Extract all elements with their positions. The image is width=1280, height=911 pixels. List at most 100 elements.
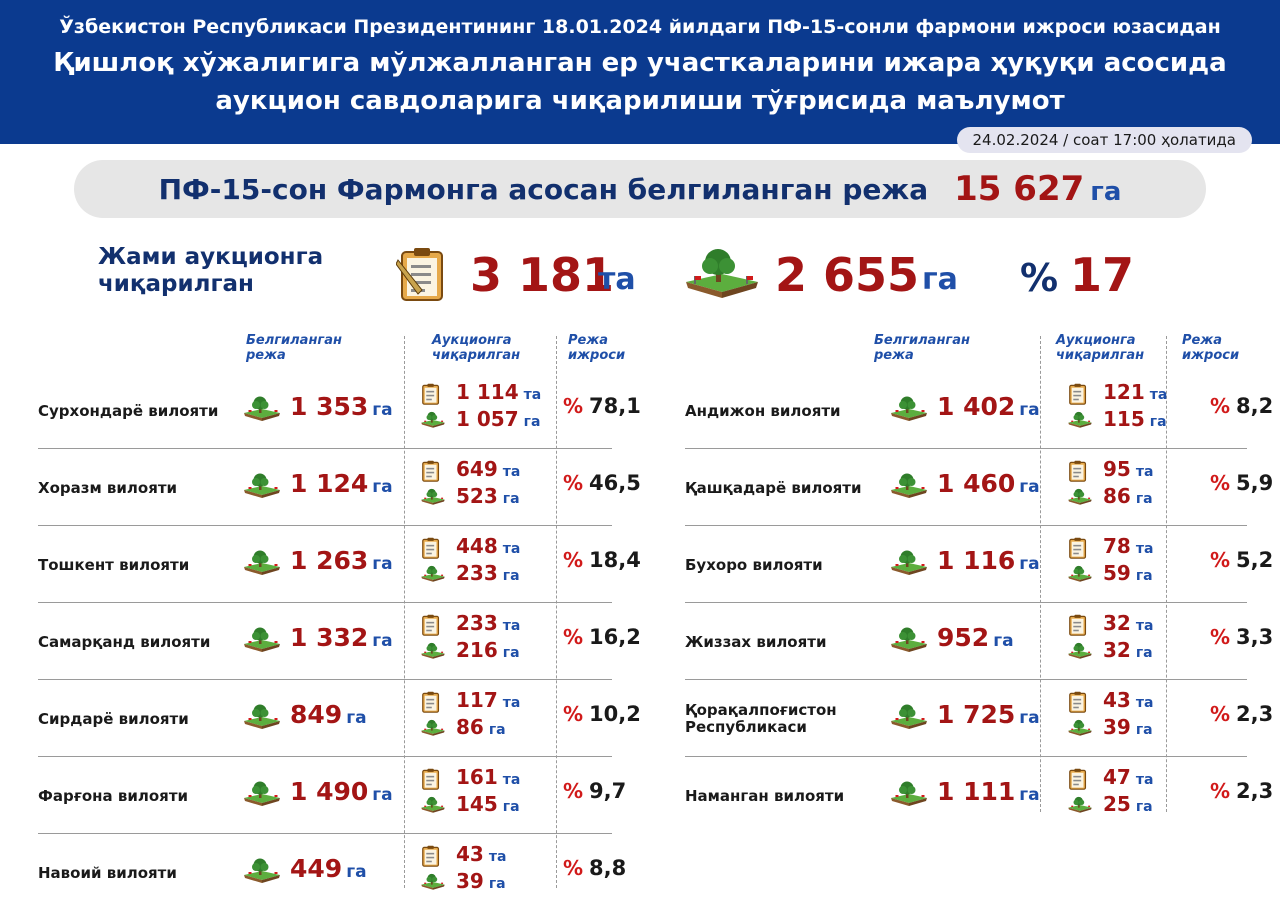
- progress-value: 78,1: [589, 394, 641, 418]
- clipboard-icon: [422, 537, 440, 559]
- region-progress: % 8,8: [563, 856, 626, 880]
- percent-icon: %: [563, 394, 584, 418]
- progress-value: 5,9: [1236, 471, 1274, 495]
- area-value: 233: [456, 561, 498, 585]
- progress-value: 2,3: [1236, 702, 1274, 726]
- row-divider: [685, 525, 1247, 526]
- land-plot-icon: [244, 781, 280, 806]
- progress-value: 16,2: [589, 625, 641, 649]
- clipboard-icon: [1069, 383, 1087, 405]
- land-plot-icon: [244, 396, 280, 421]
- plan-unit: га: [1019, 708, 1040, 728]
- row-divider: [685, 679, 1247, 680]
- region-auction: 43 та 39 га: [420, 842, 560, 896]
- region-progress: % 5,9: [1210, 471, 1273, 495]
- row-divider: [38, 833, 612, 834]
- plan-value: 1 490: [290, 777, 369, 806]
- region-plan: 1 124 га: [290, 469, 393, 498]
- totals-label: Жами аукционга чиқарилган: [98, 244, 324, 297]
- land-plot-icon: [244, 627, 280, 652]
- land-plot-icon: [244, 858, 280, 883]
- progress-value: 10,2: [589, 702, 641, 726]
- lots-value: 117: [456, 688, 498, 712]
- land-plot-icon: [421, 565, 445, 582]
- area-value: 523: [456, 484, 498, 508]
- lots-value: 32: [1103, 611, 1131, 635]
- plan-value: 1 725: [937, 700, 1016, 729]
- region-progress: % 2,3: [1210, 779, 1273, 803]
- row-divider: [38, 525, 612, 526]
- progress-value: 8,8: [589, 856, 627, 880]
- progress-value: 9,7: [589, 779, 627, 803]
- plan-unit: га: [372, 785, 393, 805]
- region-progress: % 2,3: [1210, 702, 1273, 726]
- region-plan: 1 332 га: [290, 623, 393, 652]
- plan-unit: га: [1019, 477, 1040, 497]
- total-area-unit: га: [922, 262, 958, 297]
- row-divider: [38, 679, 612, 680]
- region-auction: 32 та 32 га: [1067, 611, 1207, 665]
- area-value: 59: [1103, 561, 1131, 585]
- land-plot-icon: [891, 781, 927, 806]
- plan-value: 1 460: [937, 469, 1016, 498]
- region-row: Қашқадарё вилояти 1 460 га 95 та 86 га% 5,9: [685, 449, 1280, 527]
- column-divider: [1040, 336, 1041, 812]
- area-value: 39: [1103, 715, 1131, 739]
- region-name: Жиззах вилояти: [685, 632, 827, 651]
- percent-icon: %: [1210, 394, 1231, 418]
- plan-unit: га: [993, 631, 1014, 651]
- area-unit: га: [523, 414, 541, 430]
- percent-icon: %: [563, 625, 584, 649]
- region-progress: % 46,5: [563, 471, 641, 495]
- plan-value: 1 263: [290, 546, 369, 575]
- percent-icon: %: [1210, 702, 1231, 726]
- region-name: Қорақалпоғистон Республикаси: [685, 701, 837, 736]
- plan-unit: га: [1019, 400, 1040, 420]
- region-auction: 47 та 25 га: [1067, 765, 1207, 819]
- plan-value: 1 353: [290, 392, 369, 421]
- region-row: Самарқанд вилояти 1 332 га 233 та 216 га% 16,2: [38, 603, 658, 681]
- land-plot-icon: [1068, 488, 1092, 505]
- region-name: Тошкент вилояти: [38, 555, 190, 574]
- plan-unit: га: [346, 708, 367, 728]
- region-plan: 952 га: [937, 623, 1014, 652]
- col-header-auction-left: Аукционга чиқарилган: [432, 333, 521, 363]
- land-plot-icon: [686, 249, 758, 298]
- plan-unit: га: [346, 862, 367, 882]
- area-value: 115: [1103, 407, 1145, 431]
- percent-icon: %: [1210, 471, 1231, 495]
- region-plan: 449 га: [290, 854, 367, 883]
- percent-icon: %: [1210, 548, 1231, 572]
- header-line-3: аукцион савдоларига чиқарилиши тўғрисида…: [215, 86, 1065, 116]
- land-plot-icon: [421, 873, 445, 890]
- land-plot-icon: [244, 473, 280, 498]
- region-name: Андижон вилояти: [685, 401, 841, 420]
- region-auction: 117 та 86 га: [420, 688, 560, 742]
- land-plot-icon: [244, 704, 280, 729]
- lots-value: 649: [456, 457, 498, 481]
- progress-value: 46,5: [589, 471, 641, 495]
- row-divider: [685, 756, 1247, 757]
- region-plan: 1 725 га: [937, 700, 1040, 729]
- region-progress: % 5,2: [1210, 548, 1273, 572]
- progress-value: 8,2: [1236, 394, 1274, 418]
- plan-value: 1 124: [290, 469, 369, 498]
- lots-value: 121: [1103, 380, 1145, 404]
- percent-icon: %: [563, 471, 584, 495]
- plan-bar: ПФ-15-сон Фармонга асосан белгиланган ре…: [74, 160, 1206, 218]
- region-row: Қорақалпоғистон Республикаси 1 725 га 43 та 3…: [685, 680, 1280, 758]
- area-unit: га: [502, 799, 520, 815]
- region-name: Фарғона вилояти: [38, 786, 189, 805]
- column-divider: [404, 336, 405, 888]
- plan-unit: га: [372, 631, 393, 651]
- plan-value: 849: [290, 700, 343, 729]
- land-plot-icon: [891, 473, 927, 498]
- region-name: Қашқадарё вилояти: [685, 478, 862, 497]
- lots-unit: та: [1135, 541, 1154, 557]
- lots-value: 448: [456, 534, 498, 558]
- region-auction: 233 та 216 га: [420, 611, 560, 665]
- region-plan: 1 490 га: [290, 777, 393, 806]
- land-plot-icon: [421, 796, 445, 813]
- region-row: Фарғона вилояти 1 490 га 161 та 145 га% 9,7: [38, 757, 658, 835]
- land-plot-icon: [891, 550, 927, 575]
